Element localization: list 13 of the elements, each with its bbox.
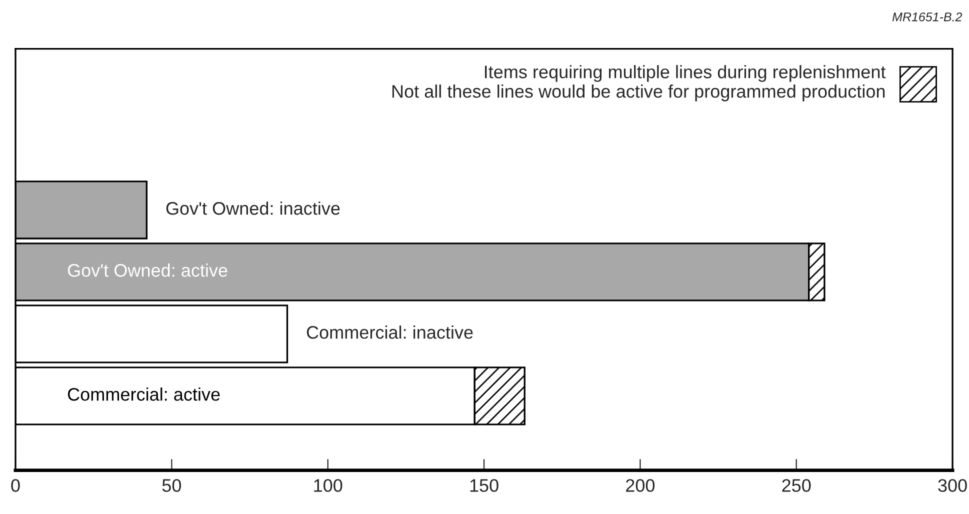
x-tick-label: 0 — [11, 479, 20, 492]
x-tick-label: 250 — [782, 479, 811, 492]
y-tick-label: Commercial: inactive — [306, 326, 473, 339]
x-tick-label: 200 — [626, 479, 655, 492]
text: MR1651-B.2 — [892, 12, 962, 22]
x-tick-label: 300 — [938, 479, 967, 492]
x-tick-label: 100 — [314, 479, 342, 492]
y-tick-label: Commercial: active — [68, 388, 220, 401]
x-tick-label: 150 — [470, 479, 498, 492]
legend-label: Items requiring multiple lines during replenishment Not all these lines would be active for programmed production — [392, 65, 886, 102]
y-tick-label: Gov't Owned: inactive — [166, 202, 340, 215]
x-tick-label: 50 — [162, 479, 182, 492]
y-tick-label: Gov't Owned: active — [68, 264, 228, 277]
